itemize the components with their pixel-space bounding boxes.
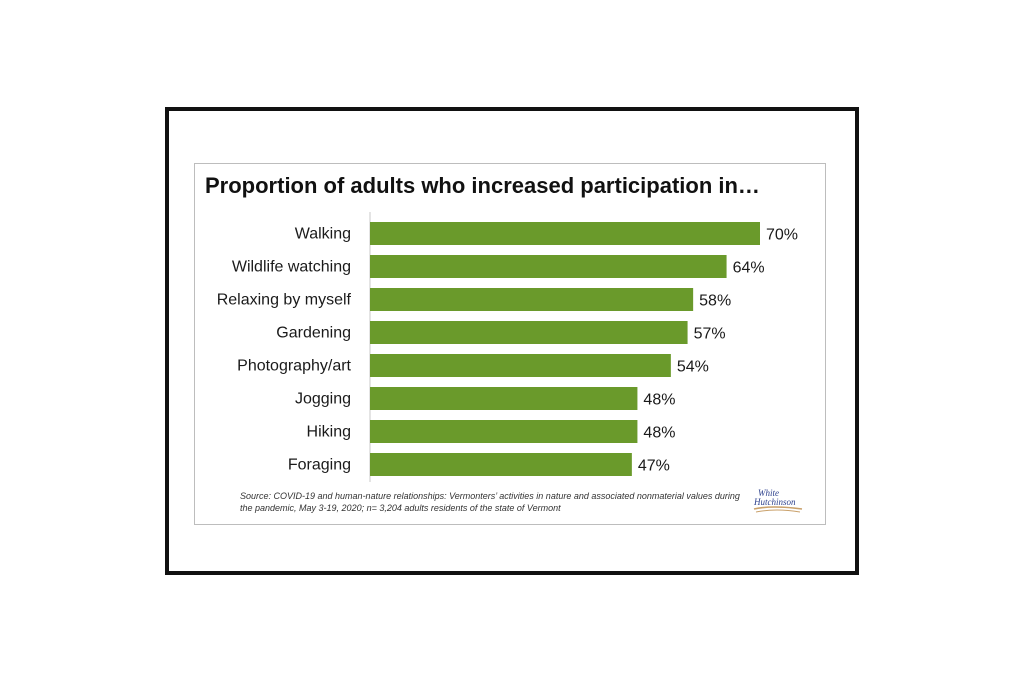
chart-title: Proportion of adults who increased parti… [205, 173, 760, 198]
logo-text-line1: White [758, 488, 779, 498]
bar-photography-art [370, 354, 671, 377]
category-label: Jogging [295, 391, 351, 408]
white-hutchinson-logo: White Hutchinson [753, 488, 803, 513]
category-label: Walking [295, 226, 351, 243]
bar-hiking [370, 420, 638, 443]
category-label: Gardening [276, 325, 351, 342]
value-label: 47% [638, 458, 670, 475]
value-label: 70% [766, 227, 798, 244]
bar-walking [370, 222, 760, 245]
value-label: 54% [677, 359, 709, 376]
value-label: 64% [733, 260, 765, 277]
value-label: 48% [643, 392, 675, 409]
bar-jogging [370, 387, 638, 410]
bar-foraging [370, 453, 632, 476]
bar-relaxing-by-myself [370, 288, 694, 311]
category-label: Wildlife watching [232, 259, 351, 276]
logo-text-line2: Hutchinson [753, 497, 796, 507]
bar-wildlife-watching [370, 255, 727, 278]
source-note: Source: COVID-19 and human-nature relati… [240, 491, 740, 513]
value-label: 58% [699, 293, 731, 310]
value-label: 57% [694, 326, 726, 343]
category-label: Relaxing by myself [217, 292, 352, 309]
bar-gardening [370, 321, 688, 344]
value-label: 48% [643, 425, 675, 442]
category-label: Photography/art [237, 358, 351, 375]
category-label: Foraging [288, 457, 351, 474]
category-label: Hiking [307, 424, 351, 441]
bars-group: Walking 70% Wildlife watching 64% Relaxing b… [217, 222, 798, 476]
